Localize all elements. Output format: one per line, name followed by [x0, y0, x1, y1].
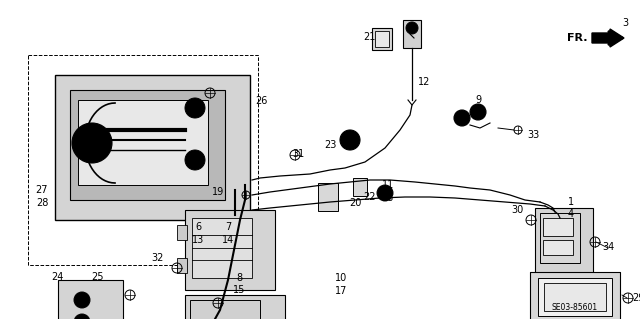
- Bar: [78, 100, 208, 185]
- Text: 31: 31: [292, 149, 304, 159]
- Text: 14: 14: [222, 235, 234, 245]
- Bar: [544, 283, 606, 311]
- Text: SE03-85601: SE03-85601: [552, 303, 598, 313]
- Circle shape: [72, 123, 112, 163]
- Text: 13: 13: [192, 235, 204, 245]
- Text: 16: 16: [472, 108, 484, 118]
- Text: 7: 7: [225, 222, 231, 232]
- Circle shape: [74, 314, 90, 319]
- Text: 20: 20: [349, 198, 361, 208]
- Bar: [70, 90, 225, 200]
- Text: 27: 27: [36, 185, 48, 195]
- Text: 33: 33: [527, 130, 539, 140]
- Text: 6: 6: [195, 222, 201, 232]
- Circle shape: [470, 104, 486, 120]
- Text: 19: 19: [212, 187, 224, 197]
- FancyArrow shape: [592, 29, 624, 47]
- Text: 25: 25: [91, 272, 103, 282]
- Bar: [372, 28, 392, 50]
- Text: 28: 28: [36, 198, 48, 208]
- Bar: [55, 75, 250, 220]
- Text: 9: 9: [475, 95, 481, 105]
- Text: 23: 23: [324, 140, 336, 150]
- Circle shape: [185, 150, 205, 170]
- Bar: [177, 225, 187, 240]
- Bar: [353, 178, 367, 196]
- Text: 1: 1: [568, 197, 574, 207]
- Bar: [375, 31, 389, 47]
- Text: 18: 18: [382, 193, 394, 203]
- Text: 34: 34: [602, 242, 614, 252]
- Text: 3: 3: [622, 18, 628, 28]
- Circle shape: [74, 292, 90, 308]
- Circle shape: [80, 131, 104, 155]
- Bar: [530, 272, 620, 319]
- Text: 32: 32: [152, 253, 164, 263]
- Text: 22: 22: [364, 192, 376, 202]
- Text: 12: 12: [418, 77, 430, 87]
- Bar: [318, 183, 338, 211]
- Text: 24: 24: [51, 272, 63, 282]
- Bar: [543, 218, 573, 236]
- Bar: [538, 278, 612, 316]
- Circle shape: [454, 110, 470, 126]
- Text: 30: 30: [511, 205, 523, 215]
- Circle shape: [377, 185, 393, 201]
- Bar: [177, 258, 187, 273]
- Circle shape: [381, 189, 389, 197]
- Bar: [185, 210, 275, 290]
- Bar: [28, 55, 258, 265]
- Bar: [190, 300, 260, 319]
- Bar: [185, 295, 285, 319]
- Text: 15: 15: [233, 285, 245, 295]
- Circle shape: [185, 98, 205, 118]
- Text: 21: 21: [363, 32, 375, 42]
- Bar: [535, 208, 593, 273]
- Text: 26: 26: [255, 96, 267, 106]
- Circle shape: [345, 135, 355, 145]
- Circle shape: [406, 22, 418, 34]
- Bar: [192, 218, 252, 278]
- Bar: [58, 280, 123, 319]
- Text: 17: 17: [335, 286, 347, 296]
- Circle shape: [340, 130, 360, 150]
- Text: 29: 29: [632, 293, 640, 303]
- Text: FR.: FR.: [568, 33, 588, 43]
- Text: 10: 10: [335, 273, 347, 283]
- Bar: [543, 240, 573, 255]
- Bar: [403, 20, 421, 48]
- Text: 11: 11: [382, 180, 394, 190]
- Text: 4: 4: [568, 209, 574, 219]
- Bar: [540, 213, 580, 263]
- Text: 8: 8: [236, 273, 242, 283]
